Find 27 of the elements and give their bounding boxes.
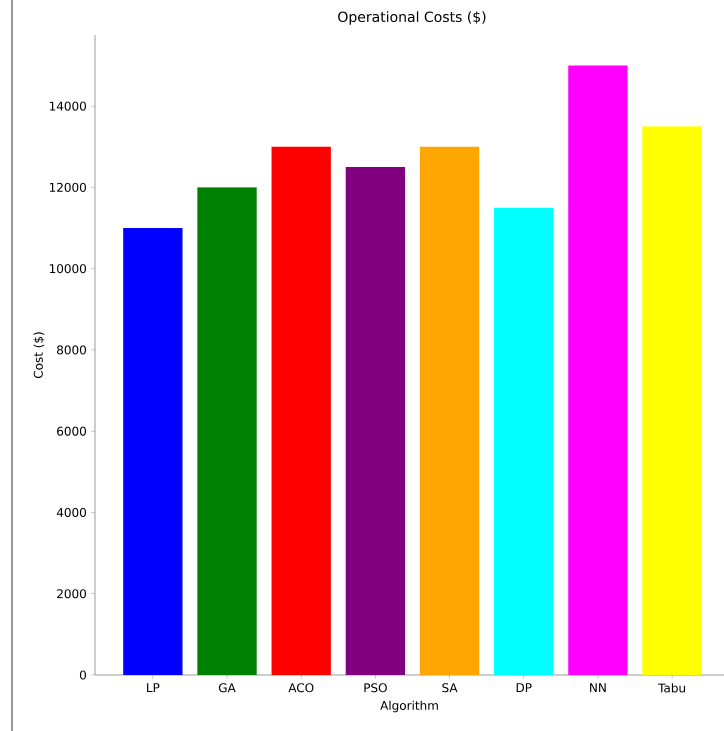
bar xyxy=(642,126,702,675)
x-tick-label: Tabu xyxy=(658,683,685,692)
bar xyxy=(197,187,257,675)
bar xyxy=(272,146,331,675)
x-tick-label: SA xyxy=(442,683,458,692)
y-axis-title: Cost ($) xyxy=(34,332,44,378)
x-tick-label: ACO xyxy=(288,683,314,692)
y-tick-label: 12000 xyxy=(50,182,86,192)
y-tick-label: 0 xyxy=(80,670,86,680)
y-tick-label: 4000 xyxy=(56,508,86,517)
x-tick-label: NN xyxy=(590,683,606,692)
x-axis-title: Algorithm xyxy=(380,700,438,712)
chart-title: Operational Costs ($) xyxy=(338,11,486,25)
y-tick-label: 10000 xyxy=(50,264,86,274)
bar xyxy=(420,146,480,675)
x-tick-label: DP xyxy=(516,683,532,692)
y-tick-label: 8000 xyxy=(57,345,86,354)
bar xyxy=(346,167,406,675)
bar xyxy=(568,65,628,675)
x-tick-label: LP xyxy=(147,683,160,692)
bar xyxy=(494,208,554,675)
x-tick-label: GA xyxy=(218,683,236,692)
y-tick-label: 2000 xyxy=(57,589,86,598)
y-tick-label: 14000 xyxy=(50,102,86,111)
bar xyxy=(123,228,183,675)
y-tick-label: 6000 xyxy=(57,426,86,436)
x-tick-label: PSO xyxy=(364,683,387,692)
